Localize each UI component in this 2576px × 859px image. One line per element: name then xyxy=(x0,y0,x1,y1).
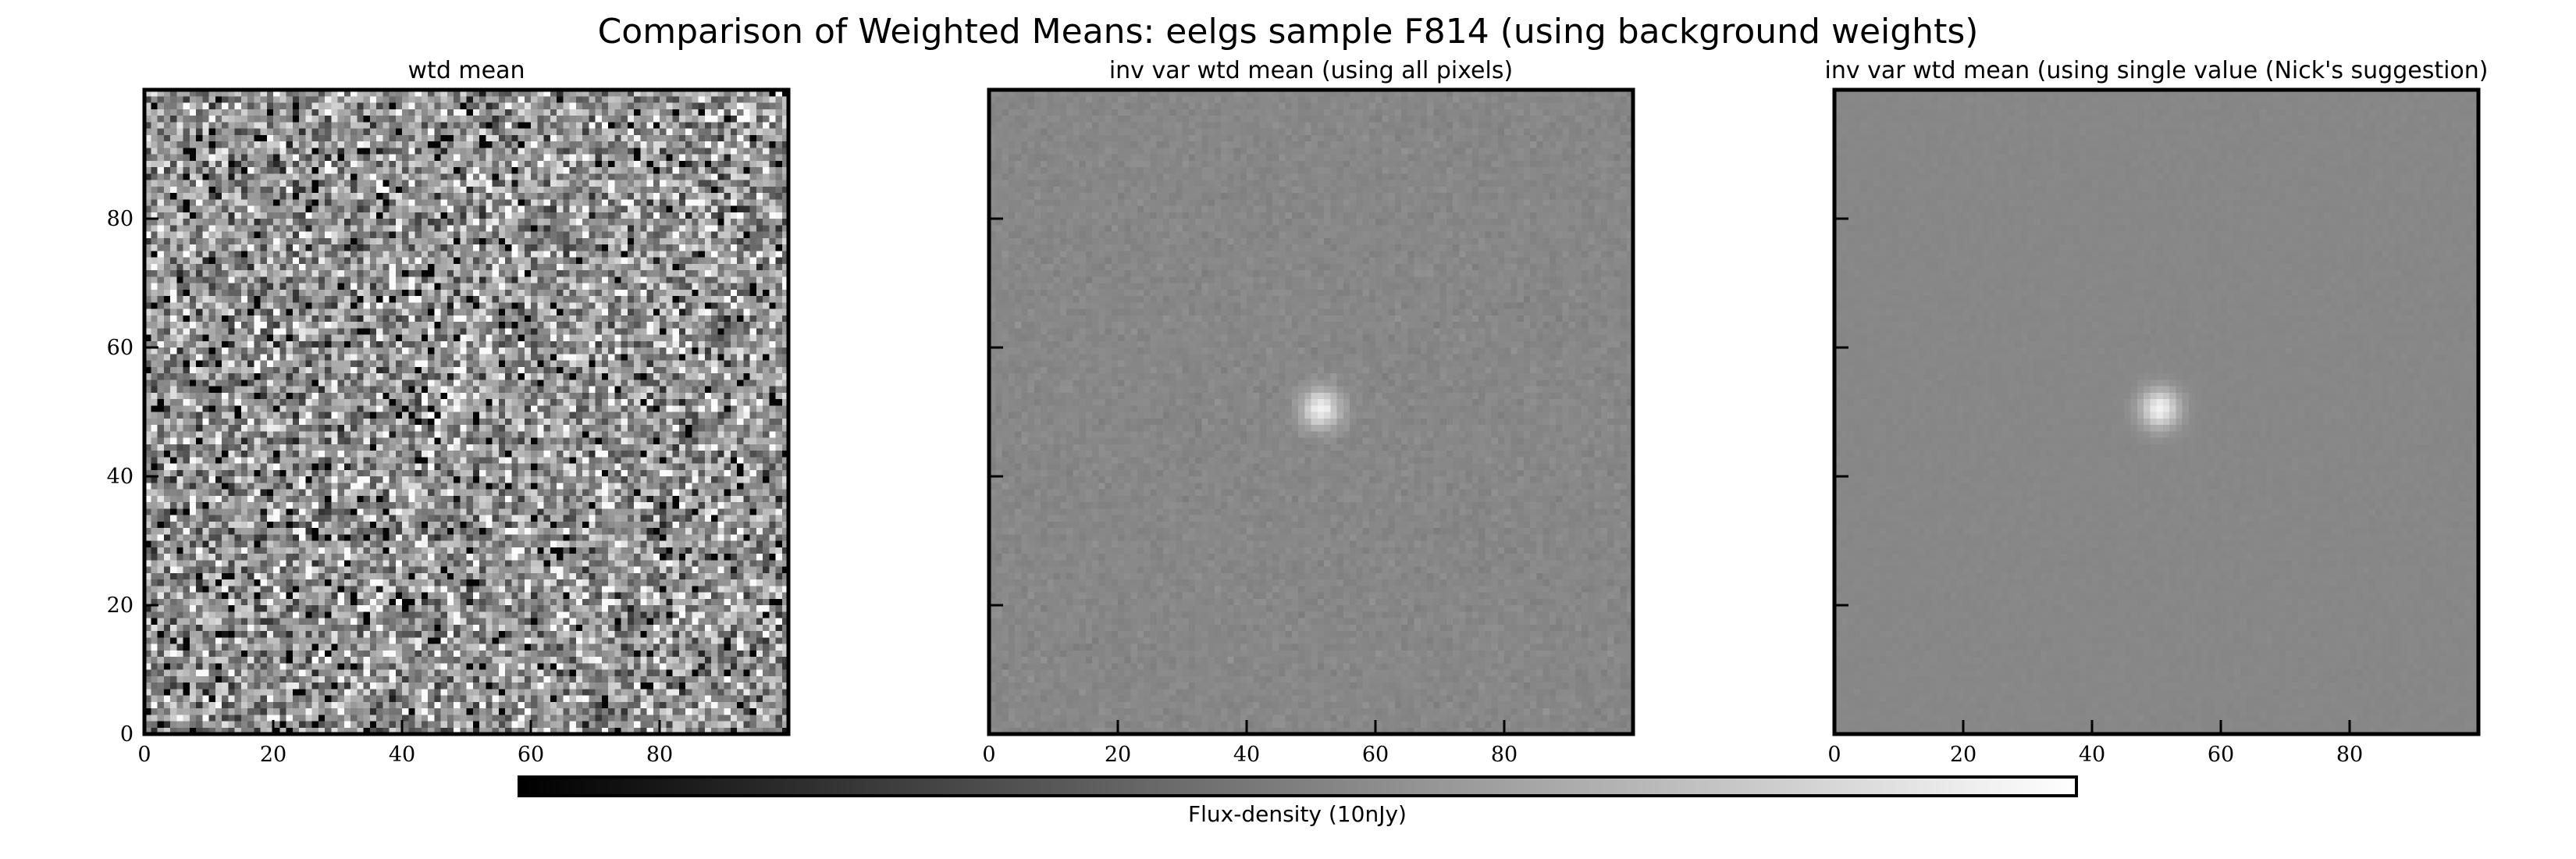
colorbar-gradient xyxy=(518,775,2078,797)
plot-frame xyxy=(142,87,791,736)
plot-frame xyxy=(1832,87,2481,736)
panel-plot: 0 20 40 60 80 xyxy=(982,87,1635,767)
y-tick-label: 80 xyxy=(107,207,133,231)
x-tick-label: 20 xyxy=(1105,743,1131,767)
y-tick-label: 60 xyxy=(107,336,133,360)
panel-title: inv var wtd mean (using all pixels) xyxy=(1109,57,1513,84)
y-tick-label: 0 xyxy=(120,722,133,747)
heatmap-image xyxy=(144,90,788,734)
x-tick-label: 40 xyxy=(389,743,415,767)
x-tick-label: 0 xyxy=(982,743,995,767)
panel-title: wtd mean xyxy=(408,57,525,84)
panel-inv-var-all-pixels: inv var wtd mean (using all pixels) 0 20 4… xyxy=(982,57,1635,767)
x-tick-label: 0 xyxy=(137,743,151,767)
panel-plot: 0 20 40 60 80 xyxy=(1827,87,2481,767)
x-tick-label: 20 xyxy=(1950,743,1976,767)
x-tick-label: 40 xyxy=(2079,743,2105,767)
y-tick-label: 40 xyxy=(107,465,133,489)
panel-title: inv var wtd mean (using single value (Ni… xyxy=(1825,57,2489,84)
x-tick-label: 20 xyxy=(260,743,286,767)
x-tick-label: 60 xyxy=(2208,743,2234,767)
x-tick-label: 80 xyxy=(1491,743,1517,767)
panel-plot: 0 20 40 60 80 0 20 40 60 80 xyxy=(107,87,791,767)
x-tick-label: 40 xyxy=(1233,743,1260,767)
y-tick-label: 20 xyxy=(107,593,133,618)
x-tick-label: 60 xyxy=(518,743,544,767)
x-tick-label: 80 xyxy=(646,743,673,767)
figure-title: Comparison of Weighted Means: eelgs samp… xyxy=(598,12,1979,52)
x-tick-label: 60 xyxy=(1362,743,1389,767)
plot-frame xyxy=(987,87,1635,736)
colorbar: Flux-density (10nJy) xyxy=(518,775,2078,827)
colorbar-label: Flux-density (10nJy) xyxy=(1188,801,1407,827)
panel-wtd-mean: wtd mean 0 20 40 60 80 0 20 40 60 80 xyxy=(107,57,791,767)
x-tick-label: 0 xyxy=(1827,743,1841,767)
heatmap-image xyxy=(1834,90,2478,734)
heatmap-image xyxy=(989,90,1633,734)
x-tick-label: 80 xyxy=(2336,743,2363,767)
panel-inv-var-single-value: inv var wtd mean (using single value (Ni… xyxy=(1825,57,2489,767)
